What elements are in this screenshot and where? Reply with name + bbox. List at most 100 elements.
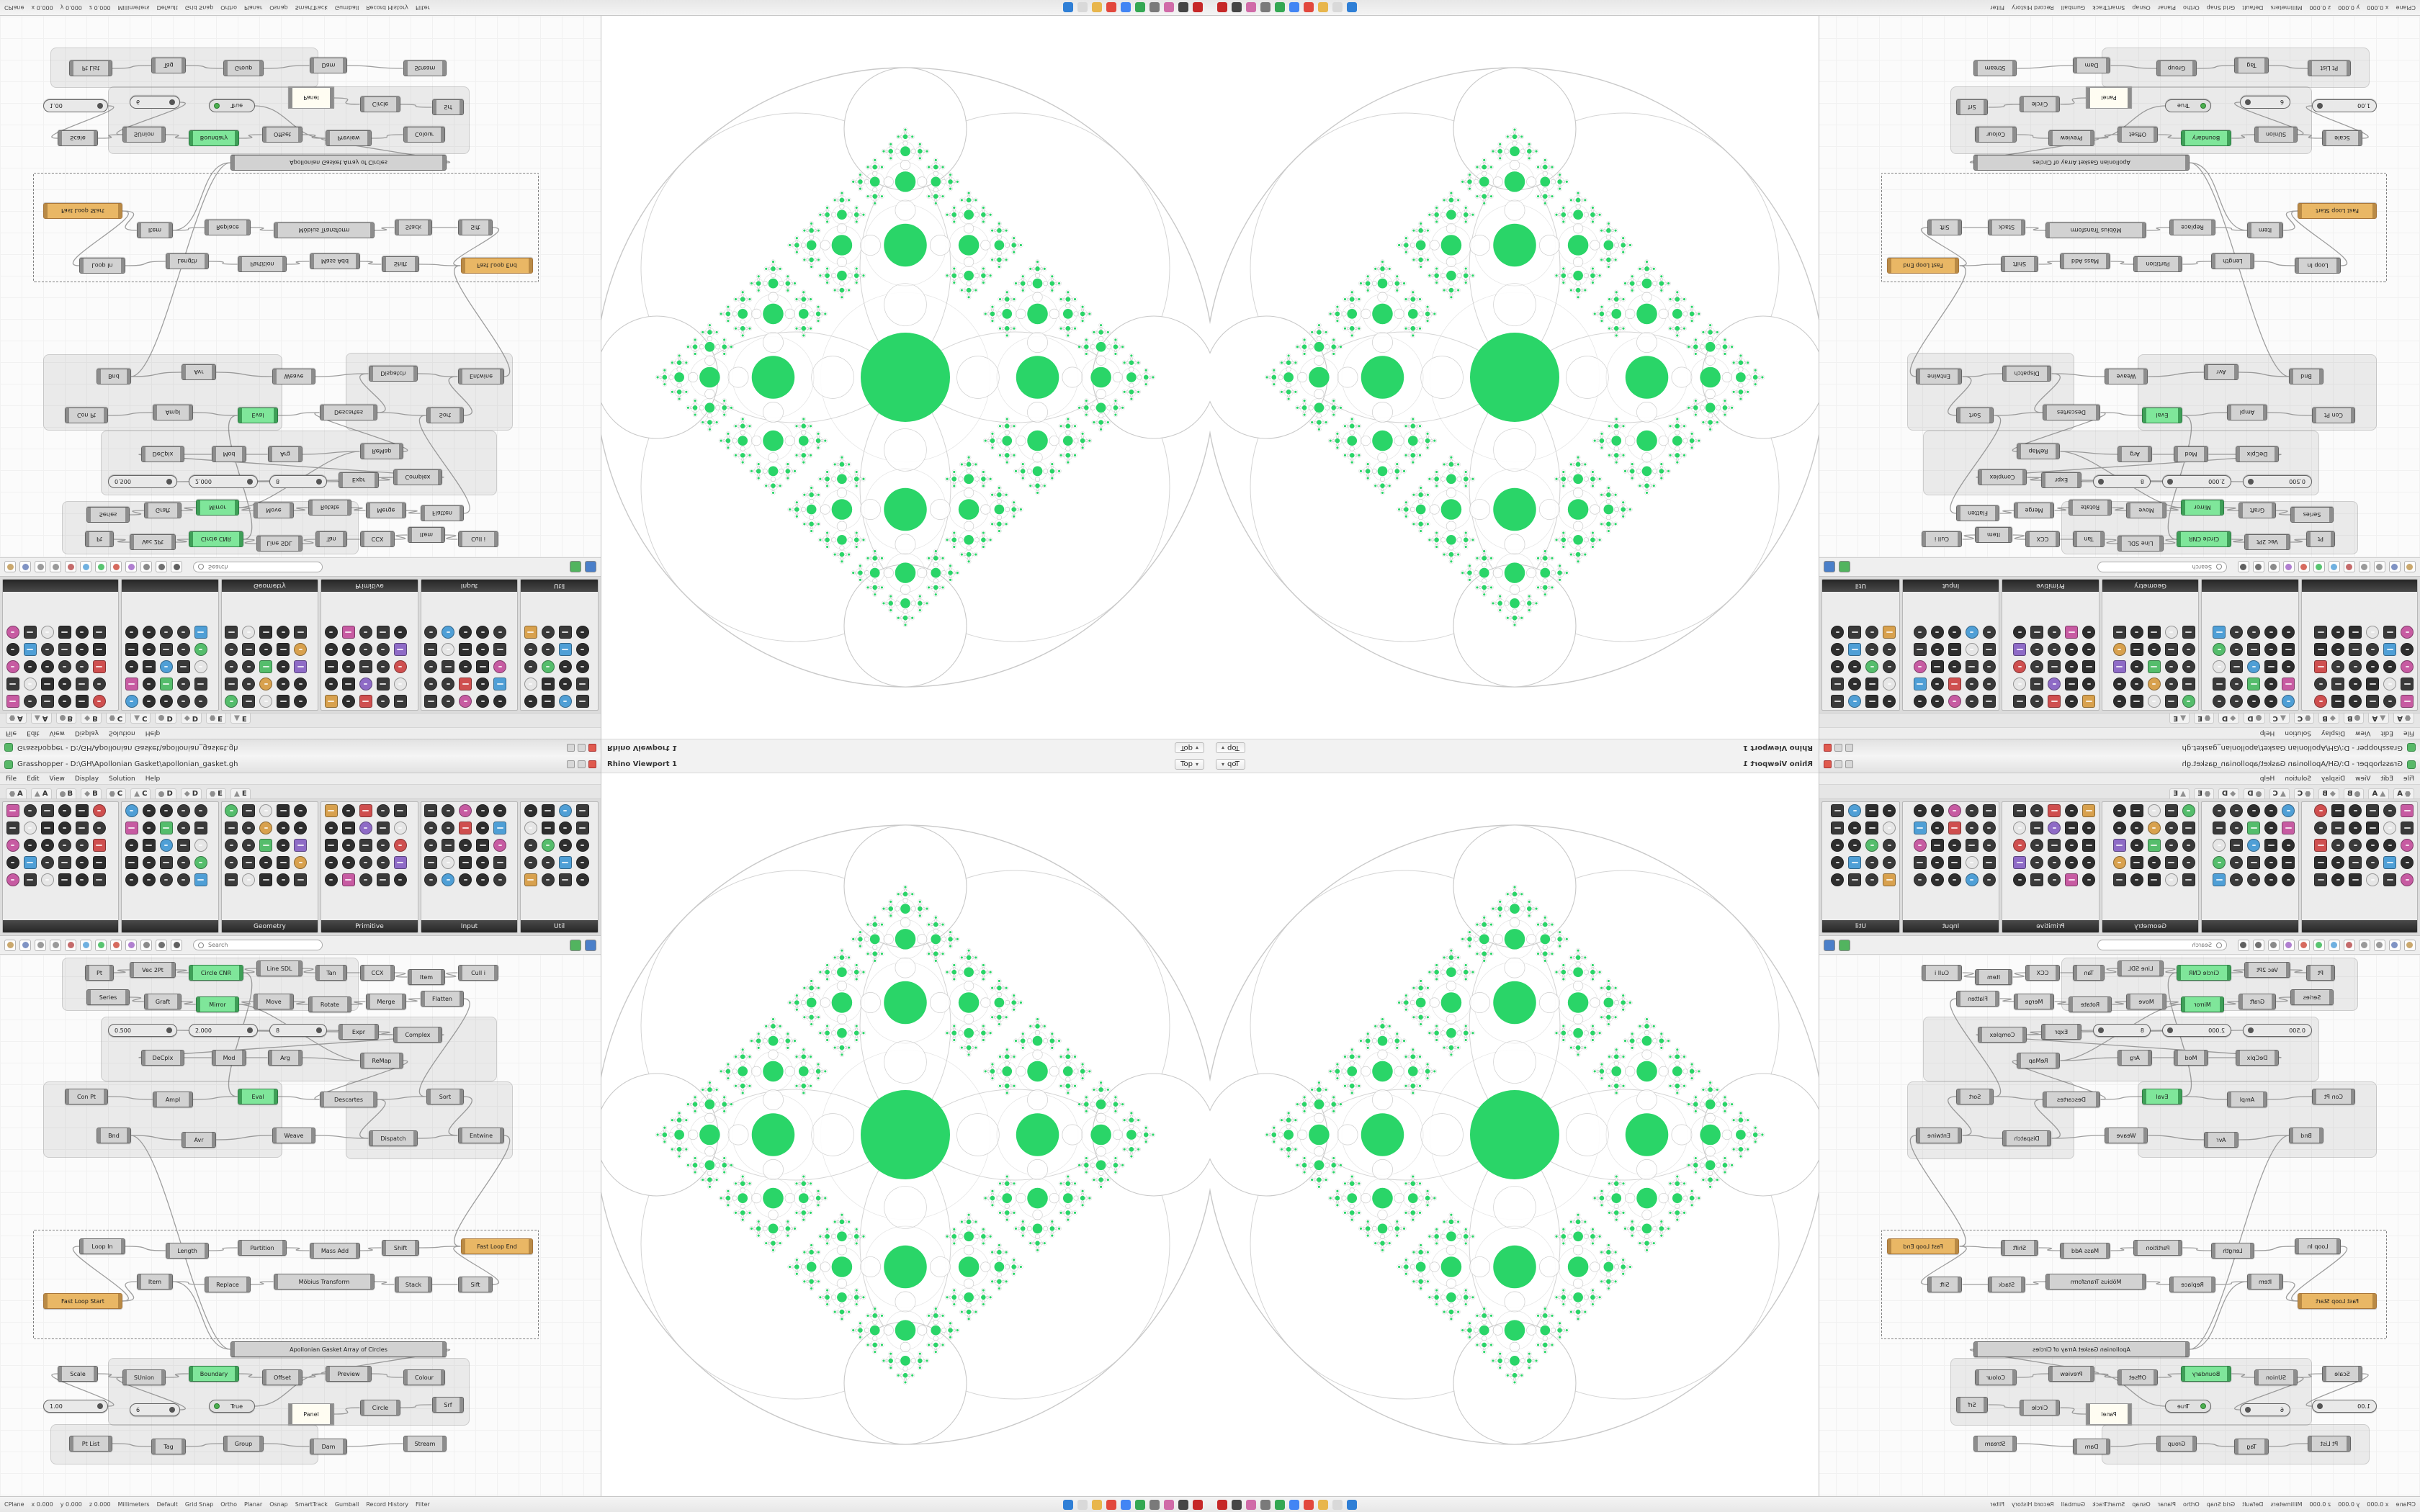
component-icon[interactable] — [124, 804, 139, 819]
component-icon[interactable] — [2064, 856, 2079, 871]
component-icon[interactable] — [1964, 693, 1979, 708]
component-icon[interactable] — [259, 624, 274, 639]
component-icon[interactable] — [475, 839, 490, 854]
gh-node[interactable]: Item — [2247, 1274, 2283, 1290]
component-icon[interactable] — [557, 856, 573, 871]
component-icon[interactable] — [1930, 675, 1945, 690]
gh-node[interactable]: Length — [2211, 253, 2254, 269]
component-icon[interactable] — [1964, 822, 1979, 837]
component-icon[interactable] — [276, 839, 291, 854]
component-icon[interactable] — [2313, 693, 2329, 708]
menu-item-file[interactable]: File — [6, 775, 17, 783]
component-icon[interactable] — [2181, 822, 2196, 837]
gh-node[interactable]: Stack — [1988, 220, 2025, 235]
slider-knob[interactable] — [2245, 1407, 2251, 1413]
gh-node[interactable]: Circle CNR — [189, 531, 243, 547]
component-icon[interactable] — [393, 822, 408, 837]
component-icon[interactable] — [91, 856, 107, 871]
component-tab[interactable]: B — [55, 788, 77, 798]
component-icon[interactable] — [424, 856, 439, 871]
gh-node[interactable]: Move — [254, 994, 294, 1009]
component-icon[interactable] — [2365, 839, 2380, 854]
component-icon[interactable] — [458, 641, 473, 656]
component-icon[interactable] — [2012, 822, 2027, 837]
gh-node[interactable]: Mirror — [196, 500, 239, 516]
component-tab[interactable]: E — [2194, 788, 2214, 798]
multicolor-preview-icon[interactable] — [2283, 939, 2295, 951]
dark-app[interactable] — [1232, 1499, 1242, 1510]
component-icon[interactable] — [2030, 658, 2045, 673]
component-icon[interactable] — [193, 624, 208, 639]
component-icon[interactable] — [1947, 624, 1962, 639]
component-icon[interactable] — [493, 804, 508, 819]
component-icon[interactable] — [2146, 822, 2161, 837]
component-icon[interactable] — [1830, 856, 1845, 871]
component-icon[interactable] — [375, 839, 390, 854]
component-icon[interactable] — [2212, 641, 2227, 656]
component-icon[interactable] — [2030, 675, 2045, 690]
component-icon[interactable] — [1947, 873, 1962, 888]
component-tab[interactable]: B — [2318, 788, 2339, 798]
component-icon[interactable] — [2047, 658, 2062, 673]
component-icon[interactable] — [2181, 804, 2196, 819]
component-icon[interactable] — [22, 693, 37, 708]
component-icon[interactable] — [323, 641, 339, 656]
component-icon[interactable] — [458, 822, 473, 837]
component-icon[interactable] — [1830, 693, 1845, 708]
shaded-preview-icon[interactable] — [2313, 561, 2325, 573]
component-icon[interactable] — [276, 873, 291, 888]
gh-node[interactable]: Bnd — [2289, 1128, 2323, 1143]
gh-node[interactable]: Weave — [272, 1128, 315, 1143]
component-icon[interactable] — [1930, 873, 1945, 888]
gh-node[interactable]: Srf — [1956, 99, 1988, 115]
component-icon[interactable] — [2246, 873, 2262, 888]
gh-node[interactable]: Con Pt — [65, 1089, 108, 1104]
gh-node[interactable]: Fast Loop Start — [2298, 203, 2377, 219]
pink-app[interactable] — [1164, 1499, 1174, 1510]
component-icon[interactable] — [193, 675, 208, 690]
component-icon[interactable] — [22, 658, 37, 673]
component-icon[interactable] — [158, 839, 174, 854]
component-icon[interactable] — [224, 641, 239, 656]
gh-node[interactable]: Series — [2290, 507, 2334, 523]
gh-node[interactable]: Apollonian Gasket Array of Circles — [1973, 1341, 2190, 1357]
slider-knob[interactable] — [316, 479, 322, 485]
gh-node[interactable]: Vec 2Pt — [2244, 534, 2290, 550]
component-icon[interactable] — [575, 658, 590, 673]
component-tab[interactable]: D — [155, 788, 176, 798]
palette-panel-label[interactable] — [3, 920, 119, 932]
component-icon[interactable] — [2030, 804, 2045, 819]
component-icon[interactable] — [2081, 693, 2097, 708]
gh-node[interactable]: Complex — [1978, 469, 2027, 485]
component-icon[interactable] — [358, 675, 373, 690]
gh-node[interactable]: Stream — [403, 1436, 447, 1452]
component-icon[interactable] — [158, 856, 174, 871]
gh-node[interactable]: Graft — [2238, 994, 2276, 1009]
gh-node[interactable]: Tan — [315, 965, 347, 981]
menu-item-help[interactable]: Help — [145, 729, 161, 737]
red-app[interactable] — [1193, 2, 1203, 13]
gh-node[interactable]: Loop In — [79, 258, 125, 274]
component-icon[interactable] — [1882, 658, 1897, 673]
component-icon[interactable] — [1947, 804, 1962, 819]
component-icon[interactable] — [2181, 675, 2196, 690]
component-icon[interactable] — [2400, 675, 2415, 690]
component-icon[interactable] — [2212, 856, 2227, 871]
gh-node[interactable]: ReMap — [360, 444, 403, 459]
component-icon[interactable] — [57, 804, 72, 819]
component-icon[interactable] — [1830, 641, 1845, 656]
component-icon[interactable] — [224, 856, 239, 871]
sketch-icon[interactable] — [65, 939, 76, 951]
grasshopper-title-bar[interactable]: Grasshopper - D:\GH\Apollonian Gasket\ap… — [1819, 756, 2420, 773]
component-icon[interactable] — [341, 822, 356, 837]
component-icon[interactable] — [2047, 804, 2062, 819]
component-icon[interactable] — [375, 641, 390, 656]
component-tab[interactable]: D — [2218, 714, 2240, 724]
component-icon[interactable] — [393, 804, 408, 819]
component-icon[interactable] — [493, 641, 508, 656]
dark-app[interactable] — [1178, 1499, 1188, 1510]
component-icon[interactable] — [1865, 873, 1880, 888]
component-icon[interactable] — [341, 693, 356, 708]
gh-node[interactable]: 2.000 — [2162, 1024, 2231, 1037]
gh-node[interactable]: Length — [166, 253, 209, 269]
